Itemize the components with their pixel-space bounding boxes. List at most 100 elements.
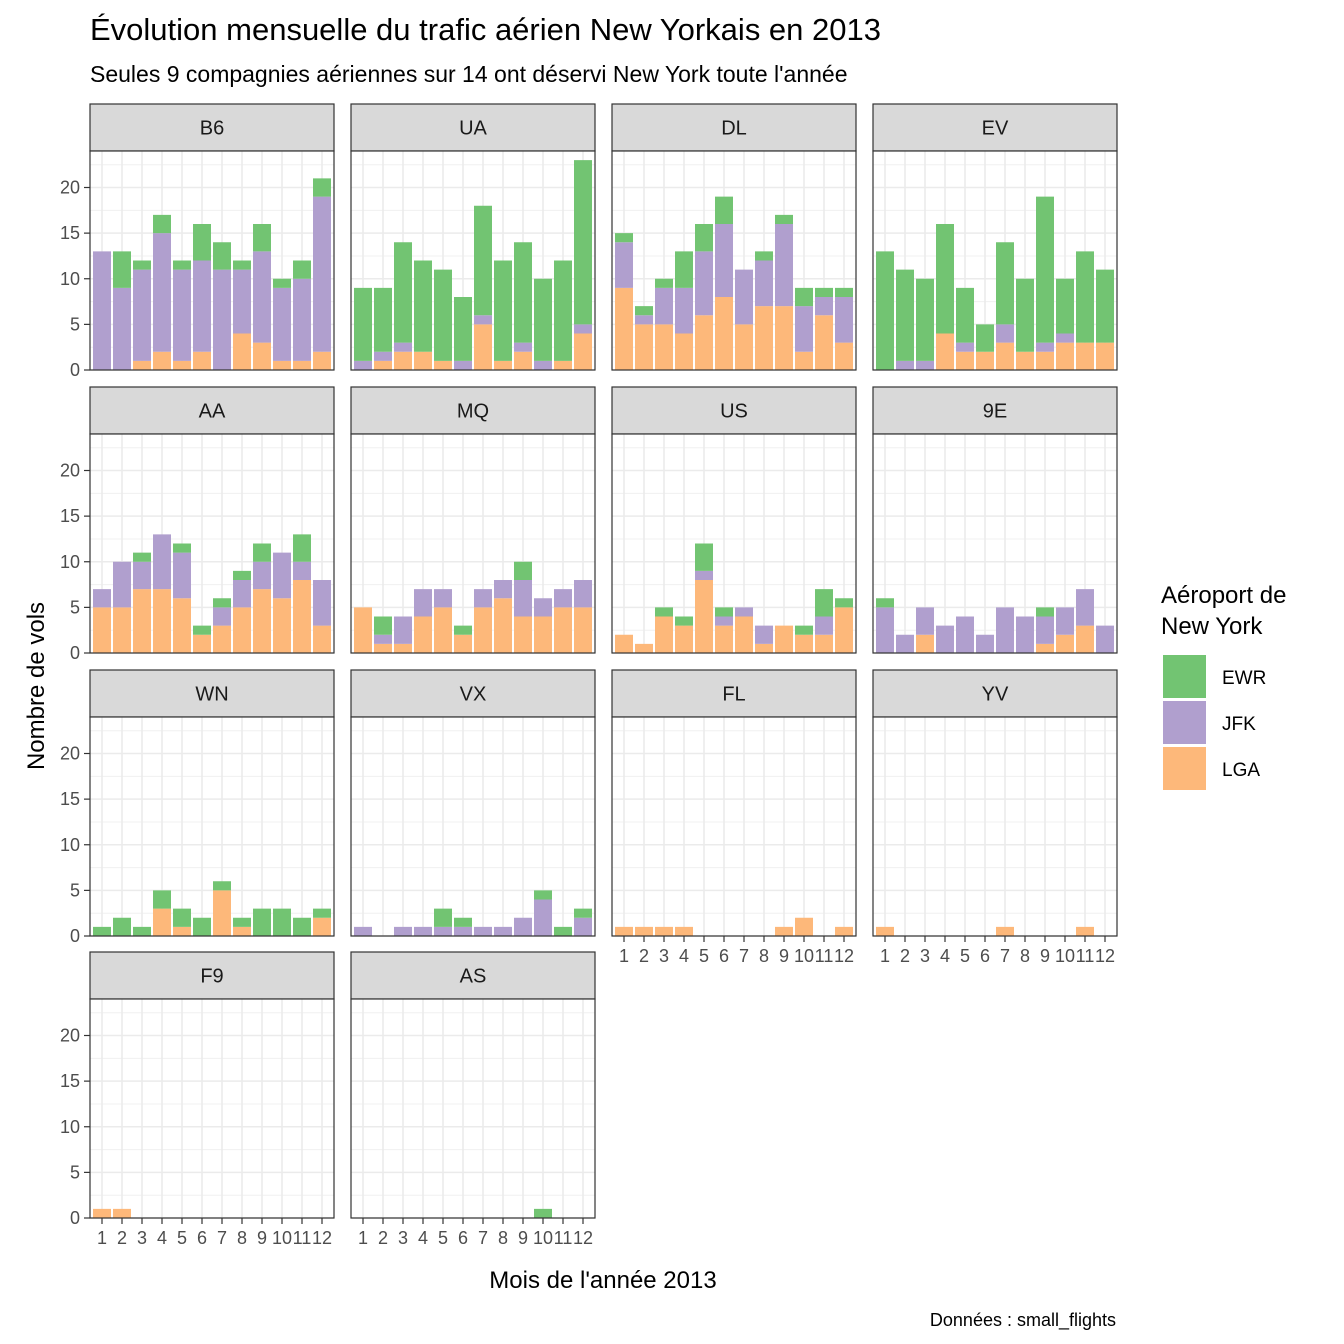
bar-MQ-LGA-2 [374, 643, 392, 653]
bar-DL-EWR-5 [695, 224, 713, 252]
bar-WN-EWR-3 [133, 926, 151, 936]
y-tick-label: 15 [60, 223, 80, 243]
x-tick-label: 9 [518, 1228, 528, 1248]
bar-DL-EWR-1 [615, 233, 633, 243]
bar-VX-EWR-6 [454, 917, 472, 927]
bar-FL-LGA-4 [675, 926, 693, 936]
bar-US-LGA-1 [615, 634, 633, 653]
bar-WN-EWR-5 [173, 908, 191, 927]
bar-9E-LGA-11 [1076, 625, 1094, 653]
bar-US-JFK-8 [755, 625, 773, 644]
bar-UA-LGA-12 [574, 333, 592, 370]
facet-panel-UA: UA [350, 103, 596, 371]
x-tick-label: 5 [177, 1228, 187, 1248]
y-tick-label: 15 [60, 789, 80, 809]
bar-EV-LGA-9 [1036, 351, 1054, 370]
bar-B6-EWR-7 [213, 242, 231, 270]
bar-WN-EWR-1 [93, 926, 111, 936]
facet-strip-label: FL [722, 684, 745, 706]
panel-background [90, 717, 334, 936]
x-tick-label: 3 [920, 946, 930, 966]
bar-MQ-LGA-12 [574, 607, 592, 653]
bar-MQ-JFK-12 [574, 580, 592, 608]
x-tick-label: 1 [880, 946, 890, 966]
bar-B6-EWR-8 [233, 260, 251, 270]
bar-AA-EWR-11 [293, 534, 311, 562]
bar-DL-EWR-12 [835, 287, 853, 297]
panel-border [89, 998, 335, 1219]
bar-B6-JFK-9 [253, 251, 271, 343]
bar-FL-LGA-3 [655, 926, 673, 936]
bar-MQ-LGA-9 [514, 616, 532, 653]
bar-DL-JFK-1 [615, 242, 633, 288]
bar-UA-EWR-1 [354, 287, 372, 361]
facet-strip-label: AS [460, 966, 487, 988]
x-tick-label: 8 [759, 946, 769, 966]
bar-9E-JFK-5 [956, 616, 974, 653]
bar-WN-LGA-12 [313, 917, 331, 936]
x-tick-label: 2 [639, 946, 649, 966]
y-tick-label: 0 [70, 1208, 80, 1228]
bar-EV-EWR-1 [876, 251, 894, 370]
y-tick-label: 5 [70, 1162, 80, 1182]
x-tick-label: 6 [719, 946, 729, 966]
facet-panel-B6: B6 0 5 10 15 20 [60, 103, 335, 380]
bar-DL-LGA-2 [635, 324, 653, 370]
facet-strip [350, 103, 596, 152]
bar-EV-EWR-8 [1016, 278, 1034, 352]
x-tick-label: 2 [900, 946, 910, 966]
x-tick-label: 5 [438, 1228, 448, 1248]
bar-AA-JFK-4 [153, 534, 171, 590]
bar-9E-EWR-9 [1036, 607, 1054, 617]
bar-AA-LGA-5 [173, 598, 191, 653]
bar-AA-JFK-1 [93, 589, 111, 608]
panel-border [89, 433, 335, 654]
bar-DL-LGA-12 [835, 342, 853, 370]
bar-AA-EWR-3 [133, 552, 151, 562]
bar-VX-EWR-5 [434, 908, 452, 927]
x-tick-label: 10 [533, 1228, 553, 1248]
bar-9E-JFK-11 [1076, 589, 1094, 626]
x-tick-label: 5 [960, 946, 970, 966]
bar-FL-LGA-10 [795, 917, 813, 936]
bar-UA-EWR-8 [494, 260, 512, 361]
facet-strip [872, 386, 1118, 435]
bar-UA-JFK-6 [454, 360, 472, 370]
bar-EV-EWR-6 [976, 324, 994, 352]
facet-strip-label: F9 [200, 966, 223, 988]
bar-US-LGA-11 [815, 634, 833, 653]
bar-B6-EWR-5 [173, 260, 191, 270]
bar-FL-LGA-9 [775, 926, 793, 936]
bar-B6-JFK-6 [193, 260, 211, 352]
bar-EV-LGA-12 [1096, 342, 1114, 370]
bar-UA-EWR-5 [434, 269, 452, 361]
bar-US-LGA-2 [635, 643, 653, 653]
bar-WN-LGA-8 [233, 926, 251, 936]
bar-MQ-LGA-3 [394, 643, 412, 653]
bar-DL-EWR-11 [815, 287, 833, 297]
panel-border [611, 433, 857, 654]
facet-strip-label: B6 [200, 118, 224, 140]
bar-B6-JFK-4 [153, 233, 171, 352]
bar-AA-EWR-7 [213, 598, 231, 608]
bar-DL-EWR-10 [795, 287, 813, 307]
facet-strip [350, 386, 596, 435]
facet-strip-label: DL [721, 118, 747, 140]
bar-MQ-JFK-3 [394, 616, 412, 644]
bar-US-LGA-5 [695, 580, 713, 653]
legend: Aéroport de New York EWR JFK LGA [1161, 582, 1286, 790]
bar-EV-JFK-3 [916, 360, 934, 370]
bar-FL-LGA-2 [635, 926, 653, 936]
bar-AA-LGA-6 [193, 634, 211, 653]
bar-US-EWR-12 [835, 598, 853, 608]
x-tick-label: 1 [619, 946, 629, 966]
bar-EV-LGA-4 [936, 333, 954, 370]
bar-DL-JFK-11 [815, 297, 833, 316]
bar-9E-LGA-3 [916, 634, 934, 653]
x-tick-label: 7 [739, 946, 749, 966]
chart-subtitle: Seules 9 compagnies aériennes sur 14 ont… [90, 61, 847, 87]
bar-DL-LGA-10 [795, 351, 813, 370]
bar-MQ-LGA-1 [354, 607, 372, 653]
bar-MQ-EWR-9 [514, 561, 532, 580]
bar-9E-JFK-1 [876, 607, 894, 653]
